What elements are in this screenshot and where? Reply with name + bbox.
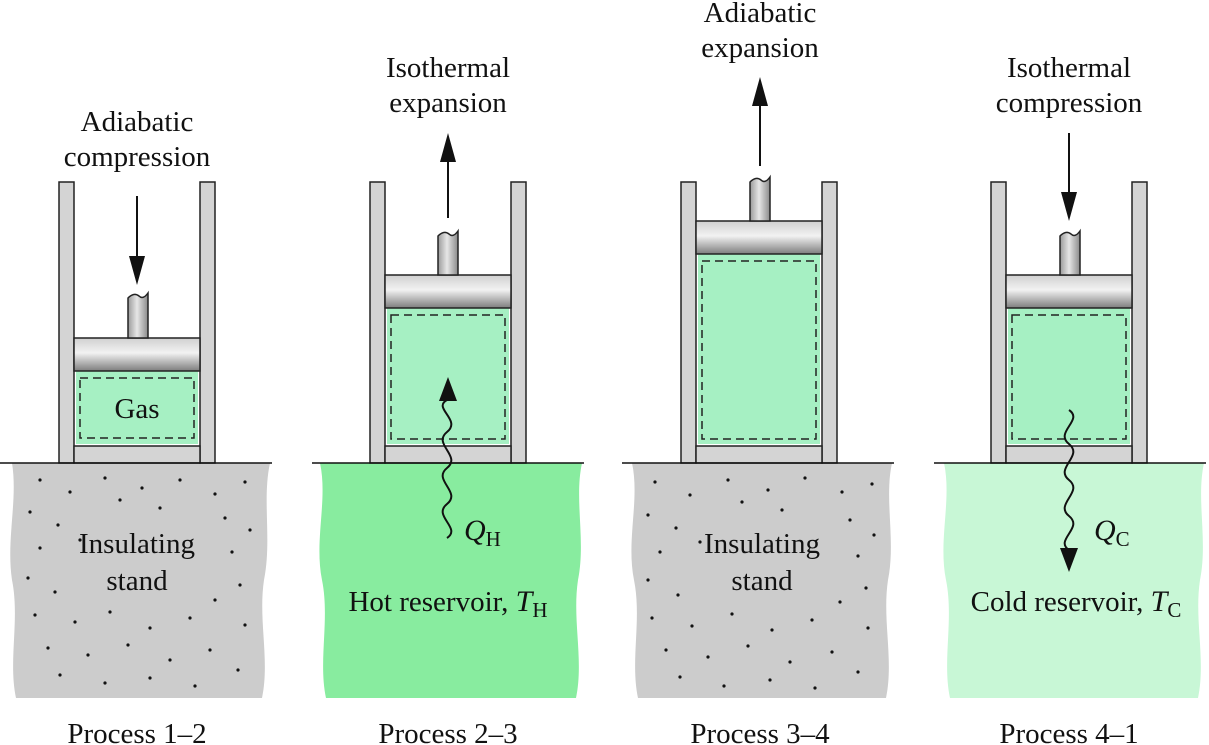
piston-rod [749,174,771,222]
panel-process-3-4: Adiabatic expansion Insulating stand Pro… [622,0,894,745]
stand-label-line2: stand [106,565,168,597]
piston [73,337,201,372]
gas-volume [76,371,198,444]
heat-label: QH [464,514,501,551]
gas-label: Gas [114,393,159,425]
piston [1005,274,1133,309]
reservoir-label: Cold reservoir, TC [971,585,1182,622]
arrow-down-icon [129,256,145,285]
gas-volume [387,308,509,444]
process-action-line1: Adiabatic [704,0,817,29]
heat-arrow-up-icon [439,377,457,401]
arrow-up-icon [752,77,768,106]
heat-flow-wave [441,399,453,539]
process-action-line2: compression [64,141,211,173]
process-action-line2: expansion [701,32,819,64]
piston [695,220,823,255]
panel-process-2-3: Isothermal expansion QH Hot reservoir, T… [312,52,584,745]
panel-process-1-2: Adiabatic compression Gas Insulating sta… [0,106,272,745]
process-label: Process 3–4 [690,718,830,745]
insulating-stand [631,463,892,698]
process-label: Process 1–2 [67,718,206,745]
insulating-stand [10,463,271,698]
arrow-up-icon [440,133,456,162]
process-action-line2: expansion [389,87,507,119]
gas-volume [1008,308,1130,444]
stand-label-line1: Insulating [79,528,195,560]
process-label: Process 2–3 [378,718,517,745]
stand-dots [646,476,876,690]
heat-flow-wave [1063,409,1075,551]
piston-rod [437,228,459,276]
arrow-down-icon [1061,192,1077,221]
piston [384,274,512,309]
process-action-line1: Isothermal [386,52,510,84]
cold-reservoir [943,463,1204,698]
stand-dots [26,476,252,688]
process-action-line1: Adiabatic [81,106,194,138]
heat-arrow-down-icon [1060,548,1078,572]
process-action-line2: compression [996,87,1143,119]
stand-label-line1: Insulating [704,528,820,560]
process-label: Process 4–1 [999,718,1138,745]
hot-reservoir [319,463,582,698]
gas-volume [698,254,820,444]
piston-rod [1059,228,1081,276]
process-action-line1: Isothermal [1007,52,1131,84]
panel-process-4-1: Isothermal compression QC Cold reservoir… [934,52,1206,745]
piston-rod [127,290,149,339]
reservoir-label: Hot reservoir, TH [348,585,547,622]
heat-label: QC [1094,514,1130,551]
stand-label-line2: stand [731,565,793,597]
